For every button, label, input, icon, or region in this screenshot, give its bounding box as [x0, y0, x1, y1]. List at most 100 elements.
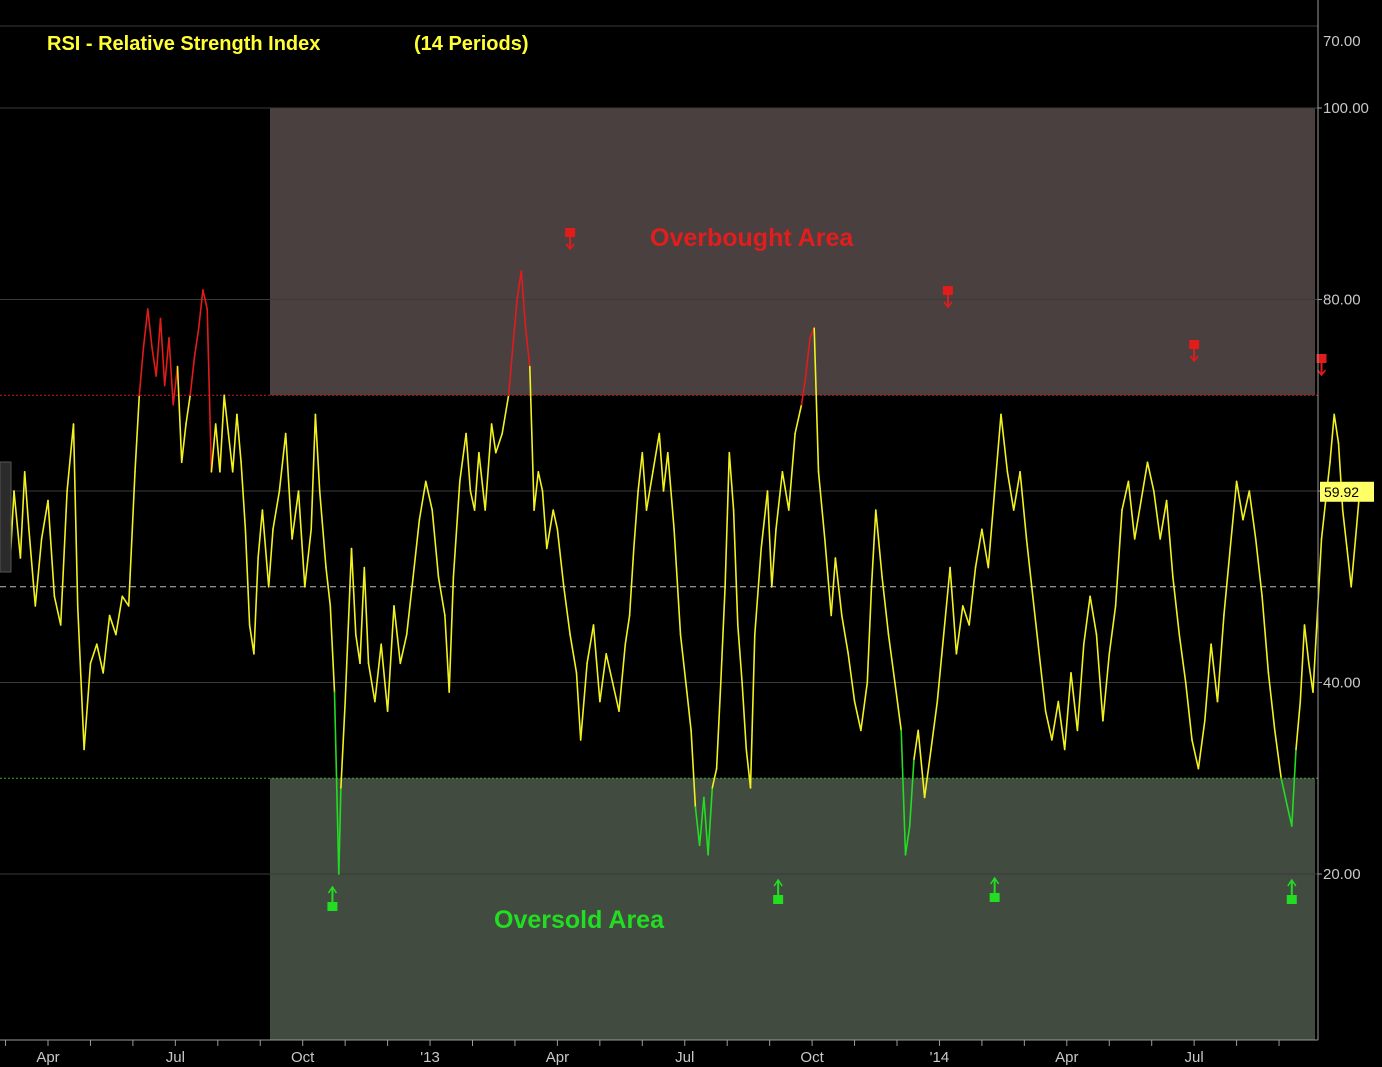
sell-signal-square	[565, 228, 576, 237]
rsi-segment	[1108, 605, 1117, 655]
signal-markers	[327, 228, 1327, 911]
buy-signal-marker	[989, 876, 1000, 902]
left-collapse-handle[interactable]	[0, 461, 12, 573]
rsi-segment	[1210, 643, 1219, 703]
rsi-segment	[1140, 461, 1149, 502]
rsi-segment	[511, 298, 518, 349]
bottom-axis: Apr Jul Oct '13 Apr Jul Oct '14 Apr Jul	[0, 1039, 1318, 1066]
rsi-segment	[261, 509, 270, 588]
rsi-segment	[34, 538, 43, 607]
sell-signal-square	[1316, 354, 1327, 363]
last-value-label: 59.92	[1324, 484, 1359, 500]
rsi-segment	[337, 786, 342, 875]
y-tick-label: 80.00	[1323, 292, 1361, 309]
rsi-segment	[83, 662, 92, 751]
y-tick-label: 20.00	[1323, 866, 1361, 883]
rsi-segment	[715, 681, 722, 770]
rsi-segment	[800, 375, 807, 406]
rsi-segment	[736, 624, 743, 684]
sell-signal-marker	[942, 286, 953, 309]
oversold-area-label: Oversold Area	[494, 906, 665, 934]
rsi-segment	[1000, 413, 1009, 473]
rsi-segment	[707, 786, 714, 856]
chart-subtitle: (14 Periods)	[414, 33, 528, 55]
rsi-segment	[1295, 700, 1302, 751]
oversold-zone-rect	[270, 778, 1315, 1040]
buy-signal-arrow-icon	[1287, 878, 1297, 887]
rsi-segment	[1248, 490, 1257, 540]
last-value-badge-bg	[1320, 481, 1374, 502]
rsi-segment	[804, 336, 811, 377]
rsi-segment	[297, 490, 306, 588]
sell-signal-arrow-icon	[1189, 355, 1199, 363]
rsi-segment	[1308, 662, 1314, 693]
rsi-segment	[1012, 470, 1021, 511]
rsi-segment	[728, 451, 735, 511]
rsi-segment	[142, 308, 149, 349]
rsi-segment	[1146, 461, 1155, 492]
rsi-segment	[1006, 470, 1015, 511]
rsi-segment	[860, 681, 869, 732]
rsi-segment	[494, 432, 504, 454]
rsi-segment	[329, 605, 336, 693]
rsi-segment	[586, 624, 595, 665]
rsi-segment	[412, 518, 421, 579]
sell-signal-arrow-icon	[943, 301, 953, 309]
rsi-segment	[1341, 509, 1348, 550]
rsi-segment	[96, 643, 104, 674]
rsi-segment	[770, 528, 777, 588]
rsi-segment	[350, 547, 357, 636]
rsi-segment	[219, 394, 225, 473]
rsi-segment	[881, 576, 890, 636]
rsi-segment	[552, 509, 559, 531]
rsi-segment	[363, 566, 370, 665]
rsi-segment	[278, 432, 287, 492]
rsi-segment	[1063, 672, 1072, 751]
rsi-segment	[870, 509, 877, 588]
rsi-segment	[340, 700, 347, 789]
rsi-segment	[520, 269, 527, 330]
sell-signal-square	[942, 286, 953, 295]
rsi-segment	[545, 509, 555, 550]
rsi-segment	[887, 633, 896, 684]
rsi-segment	[314, 413, 321, 492]
rsi-segment	[244, 528, 251, 626]
rsi-segment	[673, 528, 682, 636]
rsi-segment	[1184, 681, 1193, 741]
buy-signal-square	[989, 893, 1000, 902]
rsi-segment	[108, 614, 117, 636]
rsi-segment	[658, 432, 665, 492]
rsi-segment	[147, 308, 153, 349]
rsi-segment	[840, 614, 850, 655]
x-tick-label: Oct	[800, 1049, 824, 1066]
overbought-zone-rect	[270, 108, 1315, 396]
rsi-segment	[575, 672, 582, 741]
rsi-segment	[637, 451, 644, 492]
buy-signal-arrow-icon	[990, 876, 1000, 885]
sell-signal-marker	[1189, 340, 1200, 363]
rsi-segment	[652, 432, 661, 473]
rsi-segment	[399, 633, 408, 665]
rsi-segment	[1102, 652, 1111, 722]
rsi-segment	[724, 451, 731, 588]
rsi-segment	[115, 595, 124, 636]
rsi-segment	[1333, 413, 1340, 444]
rsi-segment	[711, 767, 718, 789]
rsi-segment	[253, 557, 259, 655]
rsi-segment	[359, 566, 366, 665]
rsi-segment	[180, 423, 187, 464]
rsi-segment	[662, 451, 669, 492]
rsi-segment	[753, 547, 763, 636]
rsi-segment	[987, 490, 996, 569]
rsi-segment	[13, 490, 22, 559]
left-edge-tab[interactable]	[0, 461, 12, 573]
rsi-segment	[240, 461, 247, 531]
rsi-segment	[923, 748, 932, 799]
rsi-segment	[40, 499, 49, 540]
rsi-segment	[89, 643, 98, 665]
rsi-segment	[448, 576, 455, 693]
overbought-area-label: Overbought Area	[650, 224, 854, 252]
rsi-segment	[484, 423, 493, 511]
